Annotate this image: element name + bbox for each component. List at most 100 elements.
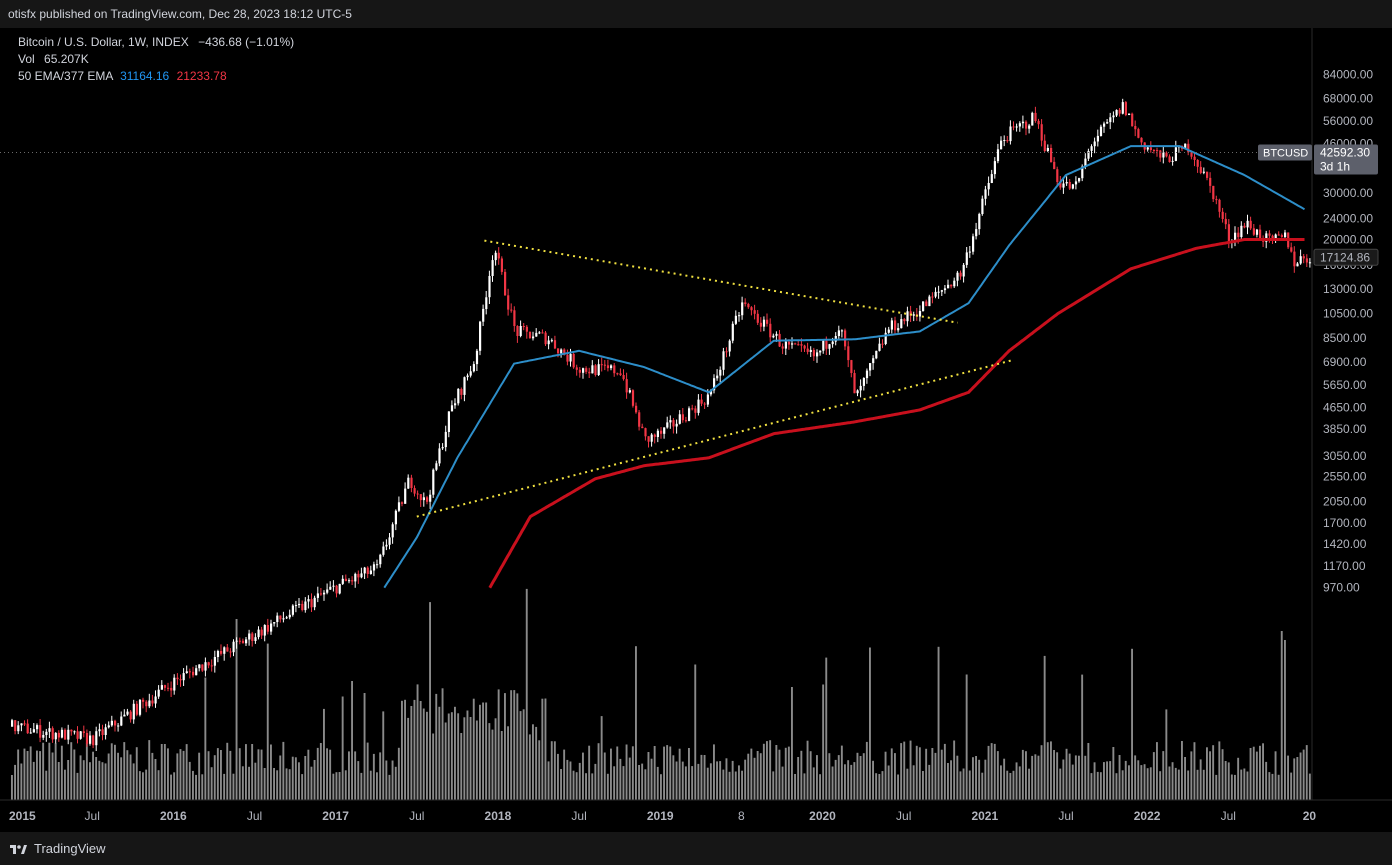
candle-body (741, 302, 744, 316)
volume-bar (316, 747, 319, 800)
candle-body (1206, 171, 1209, 178)
volume-value: 65.207K (44, 52, 89, 66)
volume-bar (363, 693, 366, 800)
volume-bar (435, 693, 438, 800)
candle-body (1121, 102, 1124, 114)
volume-bar (803, 773, 806, 800)
candle-body (319, 593, 323, 595)
volume-bar (691, 766, 694, 800)
brand-name: TradingView (34, 841, 106, 856)
volume-bar (1037, 755, 1040, 800)
candle-body (856, 390, 859, 394)
volume-bar (1071, 764, 1074, 800)
volume-bar (438, 706, 441, 800)
candle-body (129, 711, 132, 720)
countdown-label: 3d 1h (1320, 160, 1350, 174)
candle-body (968, 251, 971, 253)
volume-bar (850, 764, 853, 800)
volume-bar (313, 760, 316, 800)
volume-bar (279, 755, 282, 800)
time-axis (0, 800, 1392, 832)
volume-bar (928, 764, 931, 800)
candle-body (388, 537, 391, 545)
volume-bar (975, 756, 977, 800)
volume-bar (1124, 760, 1127, 800)
candle-body (238, 640, 241, 642)
candle-body (469, 371, 472, 376)
volume-bar (1003, 758, 1006, 800)
volume-bar (397, 747, 400, 800)
volume-bar (728, 771, 731, 800)
candle-body (192, 671, 195, 676)
candle-body (1062, 183, 1065, 188)
volume-bar (681, 761, 684, 800)
candle-body (1218, 199, 1221, 212)
volume-bar (1137, 760, 1140, 800)
volume-bar (1246, 771, 1249, 800)
y-tick-label: 56000.00 (1323, 114, 1373, 128)
candle-body (454, 403, 457, 406)
volume-bar (123, 742, 126, 800)
candle-body (700, 399, 703, 404)
candle-body (266, 625, 269, 632)
volume-bar (631, 746, 634, 800)
volume-bar (188, 761, 191, 800)
tradingview-brand[interactable]: TradingView (10, 841, 106, 856)
candle-body (351, 580, 354, 582)
volume-bar (635, 646, 637, 800)
volume-bar (282, 741, 285, 800)
candle-body (1293, 251, 1296, 267)
candle-body (1212, 185, 1215, 200)
x-tick-label: Jul (85, 809, 100, 823)
candle-body (937, 291, 940, 293)
y-tick-label: 1700.00 (1323, 516, 1367, 530)
volume-bar (1234, 774, 1236, 800)
volume-bar (1240, 769, 1243, 800)
candle-body (1118, 109, 1121, 114)
volume-bar (647, 752, 650, 800)
candle-body (840, 330, 844, 332)
volume-bar (1043, 655, 1046, 800)
candle-body (220, 651, 223, 654)
candle-body (307, 599, 310, 602)
candle-body (1280, 235, 1283, 237)
volume-bar (1190, 751, 1193, 800)
volume-bar (360, 772, 363, 800)
footer-bar: TradingView (0, 832, 1392, 865)
volume-bar (1031, 755, 1034, 800)
y-tick-label: 4650.00 (1323, 400, 1367, 414)
volume-bar (1106, 761, 1108, 800)
candle-body (1237, 232, 1240, 238)
y-tick-label: 68000.00 (1323, 92, 1373, 106)
x-tick-label: 2021 (971, 809, 998, 823)
price-chart[interactable]: 84000.0068000.0056000.0046000.0030000.00… (0, 28, 1392, 832)
volume-bar (694, 664, 697, 800)
candle-body (781, 346, 784, 349)
volume-bar (566, 759, 569, 800)
candle-body (457, 389, 460, 404)
candle-body (385, 544, 388, 547)
candle-body (625, 379, 628, 393)
volume-bar (678, 748, 681, 800)
candle-body (1299, 256, 1302, 264)
candle-body (64, 729, 67, 740)
candle-body (279, 615, 282, 620)
candle-body (547, 340, 550, 345)
candle-body (1000, 140, 1003, 150)
candle-body (865, 370, 869, 379)
candle-body (363, 567, 366, 574)
candle-body (248, 633, 251, 640)
volume-bar (1305, 745, 1308, 800)
volume-bar (482, 702, 484, 800)
volume-bar (897, 774, 899, 800)
volume-bar (376, 772, 378, 800)
volume-bar (1177, 769, 1180, 800)
candle-body (441, 447, 444, 449)
volume-bar (769, 740, 772, 800)
candle-body (1209, 177, 1212, 186)
candle-body (819, 350, 822, 353)
candle-body (569, 353, 572, 362)
candle-body (641, 426, 644, 429)
candle-body (1149, 147, 1152, 150)
volume-bar (351, 681, 353, 800)
